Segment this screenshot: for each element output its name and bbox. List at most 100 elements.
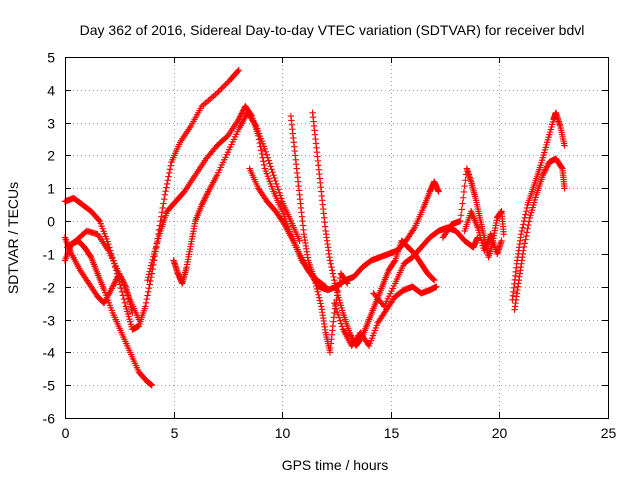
y-tick-label: 3 <box>47 116 55 132</box>
data-point <box>520 243 528 251</box>
data-point <box>523 229 531 236</box>
data-point <box>331 299 338 307</box>
data-point <box>223 79 231 87</box>
data-point <box>276 189 283 196</box>
data-point <box>313 285 321 293</box>
data-point <box>123 287 130 295</box>
data-point <box>327 260 334 267</box>
data-point <box>539 171 547 179</box>
x-tick-label: 0 <box>62 425 70 441</box>
data-point <box>160 200 167 207</box>
data-point <box>157 217 164 225</box>
data-point <box>517 231 525 238</box>
data-point <box>159 204 166 212</box>
data-point <box>316 297 324 304</box>
data-point <box>333 305 340 313</box>
y-tick-label: -5 <box>43 378 56 394</box>
y-tick-label: -2 <box>43 280 56 296</box>
data-point <box>272 177 279 185</box>
data-point <box>328 267 336 274</box>
data-point <box>120 295 128 303</box>
data-point <box>457 217 464 225</box>
y-tick-label: 4 <box>47 83 55 99</box>
y-tick-label: 1 <box>47 181 55 197</box>
data-point <box>221 82 228 90</box>
data-point <box>331 276 338 284</box>
series-arc-m <box>461 208 505 258</box>
data-point <box>326 257 334 264</box>
data-point <box>158 213 165 220</box>
y-axis-label: SDTVAR / TECUs <box>5 182 21 294</box>
data-point <box>275 186 282 193</box>
data-point <box>109 283 116 290</box>
data-point <box>262 148 269 156</box>
data-point <box>271 174 278 182</box>
data-point <box>142 299 150 306</box>
data-point <box>458 206 465 213</box>
data-point <box>160 196 168 203</box>
data-point <box>457 212 465 219</box>
data-point <box>124 290 131 298</box>
y-tick-label: -6 <box>43 411 56 427</box>
data-point <box>116 270 123 277</box>
data-point <box>261 145 269 153</box>
data-point <box>334 311 342 319</box>
x-tick-label: 25 <box>601 425 617 441</box>
data-point <box>118 276 125 283</box>
data-point <box>522 208 530 215</box>
data-point <box>498 237 505 244</box>
data-point <box>521 240 528 247</box>
data-point <box>518 227 526 235</box>
data-point <box>335 314 343 321</box>
data-point <box>205 97 212 104</box>
data-point <box>148 381 156 389</box>
data-point <box>522 211 529 218</box>
data-point <box>145 271 153 278</box>
data-point <box>459 200 466 207</box>
data-point <box>280 219 287 227</box>
data-point <box>544 161 552 169</box>
data-point <box>237 111 245 119</box>
data-point <box>522 236 529 243</box>
data-point <box>410 225 417 233</box>
series-arc-g <box>246 165 442 294</box>
data-point <box>222 81 229 88</box>
data-point <box>146 281 153 288</box>
data-point <box>208 94 216 101</box>
data-point <box>219 84 227 91</box>
data-point <box>112 277 119 285</box>
data-point <box>199 200 206 207</box>
data-point <box>435 188 442 195</box>
data-point <box>158 209 166 216</box>
data-point <box>273 180 280 188</box>
data-point <box>260 158 267 165</box>
data-point <box>238 110 245 117</box>
data-point <box>235 66 242 74</box>
data-point <box>125 293 133 301</box>
data-point <box>337 320 345 327</box>
data-point <box>202 192 210 200</box>
data-point <box>95 216 102 224</box>
series-arc-d <box>63 227 143 323</box>
data-point <box>234 68 241 75</box>
data-point <box>145 274 152 281</box>
data-point <box>277 192 284 199</box>
data-point <box>216 86 224 94</box>
data-point <box>200 197 208 204</box>
data-point <box>278 195 285 202</box>
data-point <box>251 121 259 128</box>
data-point <box>120 282 128 289</box>
data-point <box>142 303 149 310</box>
data-point <box>110 282 117 289</box>
data-point <box>149 256 156 263</box>
data-point <box>264 154 271 161</box>
data-point <box>161 191 169 199</box>
data-point <box>269 169 276 176</box>
data-point <box>87 252 94 260</box>
data-point <box>430 276 437 283</box>
data-point <box>270 171 277 179</box>
series-arc-a <box>61 66 242 333</box>
data-point <box>541 169 548 176</box>
data-point <box>460 188 468 196</box>
